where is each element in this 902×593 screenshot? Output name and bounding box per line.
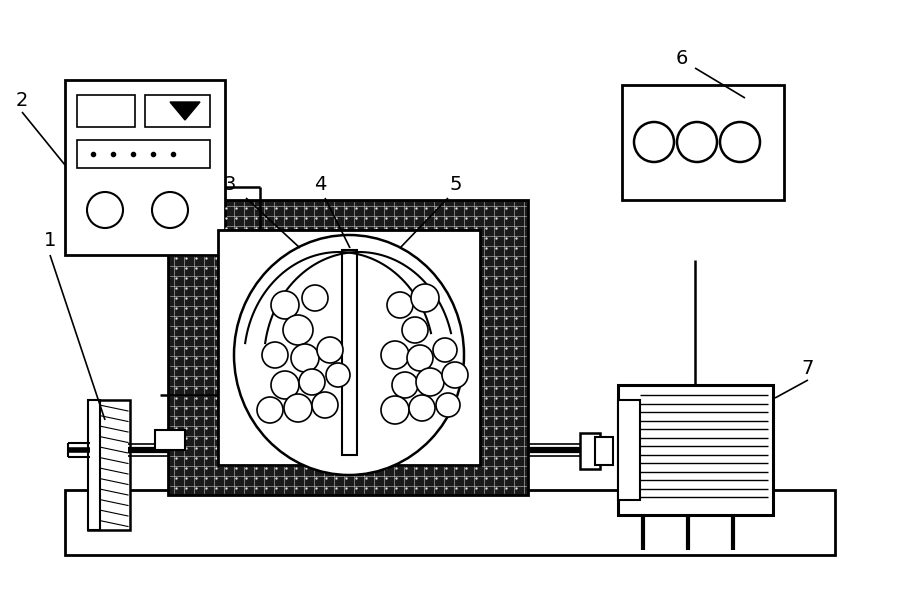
- Circle shape: [326, 363, 350, 387]
- Circle shape: [271, 291, 299, 319]
- Circle shape: [676, 122, 716, 162]
- Circle shape: [284, 394, 312, 422]
- Bar: [621, 85, 783, 200]
- Bar: [617, 400, 640, 500]
- Circle shape: [387, 292, 412, 318]
- Text: 4: 4: [314, 176, 326, 195]
- Bar: [87, 400, 100, 530]
- Text: 6: 6: [675, 49, 687, 68]
- Circle shape: [317, 337, 343, 363]
- Circle shape: [152, 192, 188, 228]
- Circle shape: [433, 338, 456, 362]
- Ellipse shape: [234, 235, 464, 475]
- Circle shape: [436, 393, 459, 417]
- Bar: [145, 95, 210, 127]
- Circle shape: [719, 122, 759, 162]
- Circle shape: [312, 392, 337, 418]
- Circle shape: [416, 368, 444, 396]
- Circle shape: [87, 192, 123, 228]
- Circle shape: [301, 285, 327, 311]
- Circle shape: [381, 341, 409, 369]
- Circle shape: [299, 369, 325, 395]
- Text: 3: 3: [224, 176, 236, 195]
- Circle shape: [262, 342, 288, 368]
- Circle shape: [391, 372, 418, 398]
- Text: 5: 5: [449, 176, 462, 195]
- Circle shape: [257, 397, 282, 423]
- Bar: [617, 385, 772, 515]
- Text: 2: 2: [16, 91, 28, 110]
- Circle shape: [410, 284, 438, 312]
- Circle shape: [407, 345, 433, 371]
- Circle shape: [381, 396, 409, 424]
- Bar: [77, 95, 135, 127]
- Bar: [342, 250, 356, 455]
- Bar: [594, 437, 612, 465]
- Circle shape: [290, 344, 318, 372]
- Bar: [77, 140, 210, 168]
- Circle shape: [271, 371, 299, 399]
- Circle shape: [409, 395, 435, 421]
- Bar: [168, 200, 528, 495]
- Circle shape: [401, 317, 428, 343]
- Polygon shape: [170, 102, 199, 120]
- Bar: [155, 430, 185, 450]
- Circle shape: [282, 315, 313, 345]
- Circle shape: [441, 362, 467, 388]
- Bar: [87, 400, 130, 530]
- Bar: [65, 490, 834, 555]
- Bar: [217, 230, 480, 465]
- Bar: [579, 433, 599, 469]
- Bar: [65, 80, 225, 255]
- Text: 7: 7: [801, 359, 814, 378]
- Text: 1: 1: [44, 231, 56, 250]
- Circle shape: [633, 122, 673, 162]
